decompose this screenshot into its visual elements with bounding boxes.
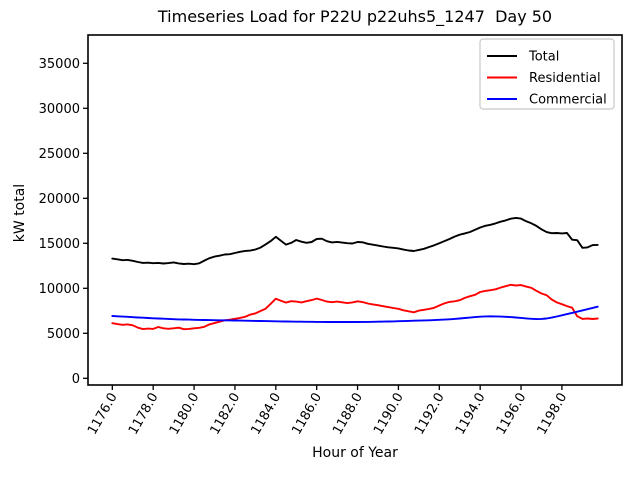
series-line-total bbox=[111, 216, 599, 266]
x-tick-label: 1184.0 bbox=[249, 391, 285, 438]
x-tick-label: 1190.0 bbox=[371, 391, 407, 438]
x-tick-label: 1176.0 bbox=[85, 391, 121, 438]
legend-label-residential: Residential bbox=[529, 71, 601, 86]
y-tick-label: 35000 bbox=[39, 57, 80, 72]
y-tick-label: 30000 bbox=[39, 102, 80, 117]
x-tick-label: 1192.0 bbox=[412, 391, 448, 438]
legend-label-total: Total bbox=[528, 50, 559, 65]
x-tick-label: 1188.0 bbox=[330, 391, 366, 438]
x-tick-label: 1194.0 bbox=[453, 391, 489, 438]
y-tick-label: 10000 bbox=[39, 282, 80, 297]
x-tick-label: 1186.0 bbox=[289, 391, 325, 438]
y-tick-label: 0 bbox=[72, 372, 80, 387]
y-tick-label: 20000 bbox=[39, 192, 80, 207]
x-tick-label: 1198.0 bbox=[535, 391, 571, 438]
series-line-commercial bbox=[111, 305, 599, 323]
x-axis-label: Hour of Year bbox=[312, 445, 398, 461]
y-tick-label: 15000 bbox=[39, 237, 80, 252]
y-tick-label: 25000 bbox=[39, 147, 80, 162]
legend-label-commercial: Commercial bbox=[529, 93, 607, 108]
chart-title: Timeseries Load for P22U p22uhs5_1247 Da… bbox=[157, 7, 553, 26]
y-tick-label: 5000 bbox=[47, 327, 80, 342]
x-tick-label: 1178.0 bbox=[126, 391, 162, 438]
x-tick-label: 1180.0 bbox=[167, 391, 203, 438]
x-tick-label: 1182.0 bbox=[208, 391, 244, 438]
x-tick-label: 1196.0 bbox=[494, 391, 530, 438]
axes-frame bbox=[87, 34, 623, 386]
series-line-residential bbox=[111, 283, 599, 331]
